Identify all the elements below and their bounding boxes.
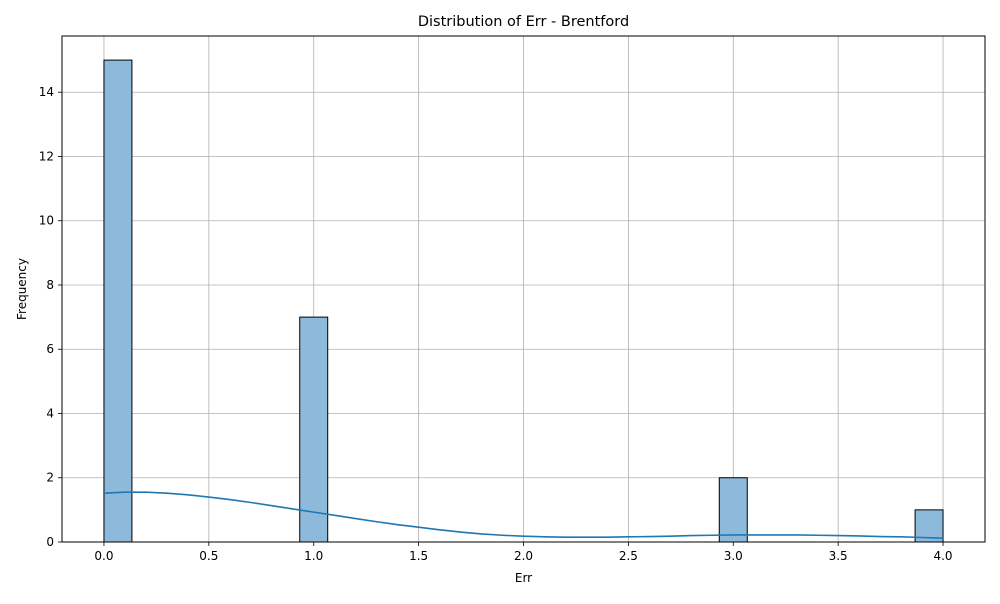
x-tick-label: 1.0 — [304, 549, 323, 563]
y-tick-label: 10 — [39, 214, 54, 228]
y-axis-label: Frequency — [15, 258, 29, 320]
x-axis: 0.0 0.5 1.0 1.5 2.0 2.5 3.0 3.5 4.0 — [94, 542, 953, 563]
y-tick-label: 0 — [46, 535, 54, 549]
kde-layer — [103, 491, 944, 539]
histogram-bar — [103, 59, 133, 543]
y-tick-label: 2 — [46, 471, 54, 485]
x-tick-label: 1.5 — [409, 549, 428, 563]
y-tick-label: 14 — [39, 85, 54, 99]
y-tick-label: 8 — [46, 278, 54, 292]
kde-line — [103, 491, 944, 539]
x-tick-label: 3.0 — [724, 549, 743, 563]
histogram-bar — [718, 477, 748, 543]
grid-layer — [62, 36, 985, 543]
chart-title: Distribution of Err - Brentford — [418, 14, 629, 30]
y-tick-label: 12 — [39, 149, 54, 163]
x-tick-label: 3.5 — [829, 549, 848, 563]
x-tick-label: 0.5 — [199, 549, 218, 563]
x-tick-label: 0.0 — [94, 549, 113, 563]
histogram-bar — [299, 316, 329, 543]
y-axis: 0 2 4 6 8 10 12 14 — [39, 85, 62, 549]
bars-layer — [103, 59, 944, 543]
y-tick-label: 4 — [46, 406, 54, 420]
x-tick-label: 2.0 — [514, 549, 533, 563]
x-tick-label: 4.0 — [933, 549, 952, 563]
x-tick-label: 2.5 — [619, 549, 638, 563]
x-axis-label: Err — [515, 571, 532, 585]
y-tick-label: 6 — [46, 342, 54, 356]
